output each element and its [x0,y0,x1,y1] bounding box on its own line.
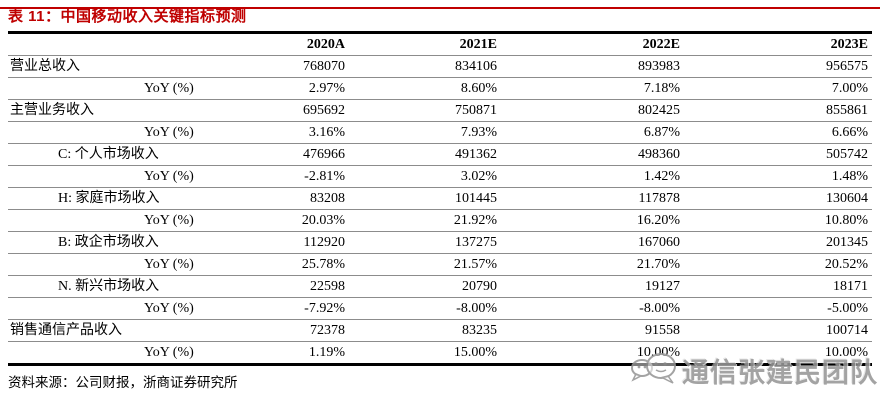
metric-row: 销售通信产品收入 72378 83235 91558 100714 [8,320,872,342]
cell-value: 6.87% [643,125,680,140]
cell-value: -8.00% [639,301,680,316]
cell-value: 101445 [455,191,497,206]
metric-row: H: 家庭市场收入 83208 101445 117878 130604 [8,188,872,210]
cell-value: 137275 [455,235,497,250]
cell-value: 130604 [826,191,868,206]
cell-value: 19127 [645,279,680,294]
row-label: YoY (%) [144,125,194,140]
row-label: 销售通信产品收入 [10,323,122,338]
cell-value: -7.92% [304,301,345,316]
cell-value: 1.48% [831,169,868,184]
metric-row: 主营业务收入 695692 750871 802425 855861 [8,100,872,122]
row-label: B: 政企市场收入 [58,235,159,250]
cell-value: 10.00% [636,345,680,360]
cell-value: 476966 [303,147,345,162]
cell-value: 893983 [638,59,680,74]
table-header: 2020A 2021E 2022E 2023E [8,32,872,56]
row-label: N. 新兴市场收入 [58,279,160,294]
cell-value: 91558 [645,323,680,338]
cell-value: 2.97% [308,81,345,96]
cell-value: 802425 [638,103,680,118]
cell-value: 768070 [303,59,345,74]
table-title: 表 11：中国移动收入关键指标预测 [8,8,247,25]
row-label: H: 家庭市场收入 [58,191,160,206]
metric-row: 营业总收入 768070 834106 893983 956575 [8,56,872,78]
row-label: YoY (%) [144,81,194,96]
cell-value: 18171 [833,279,868,294]
cell-value: 3.02% [460,169,497,184]
yoy-row: YoY (%) 25.78% 21.57% 21.70% 20.52% [8,254,872,276]
cell-value: 956575 [826,59,868,74]
cell-value: 20.52% [824,257,868,272]
cell-value: 855861 [826,103,868,118]
cell-value: 22598 [310,279,345,294]
cell-value: -8.00% [456,301,497,316]
yoy-row: YoY (%) 1.19% 15.00% 10.00% 10.00% [8,342,872,365]
cell-value: 695692 [303,103,345,118]
cell-value: 3.16% [308,125,345,140]
row-label: YoY (%) [144,301,194,316]
cell-value: 7.93% [460,125,497,140]
cell-value: 10.80% [824,213,868,228]
cell-value: 21.57% [453,257,497,272]
yoy-row: YoY (%) -2.81% 3.02% 1.42% 1.48% [8,166,872,188]
forecast-table: 2020A 2021E 2022E 2023E 营业总收入 768070 834106 89… [8,31,872,366]
row-label: YoY (%) [144,345,194,360]
row-label: YoY (%) [144,213,194,228]
header-cell-year: 2020A [258,32,349,56]
cell-value: 6.66% [831,125,868,140]
cell-value: 100714 [826,323,868,338]
metric-row: B: 政企市场收入 112920 137275 167060 201345 [8,232,872,254]
cell-value: 15.00% [453,345,497,360]
row-label: C: 个人市场收入 [58,147,159,162]
cell-value: 72378 [310,323,345,338]
yoy-row: YoY (%) -7.92% -8.00% -8.00% -5.00% [8,298,872,320]
cell-value: 25.78% [301,257,345,272]
forecast-table-container: 2020A 2021E 2022E 2023E 营业总收入 768070 834106 89… [8,31,872,366]
top-accent-rule [0,7,880,9]
header-cell-year: 2021E [349,32,501,56]
cell-value: 16.20% [636,213,680,228]
cell-value: 20.03% [301,213,345,228]
cell-value: 750871 [455,103,497,118]
cell-value: 10.00% [824,345,868,360]
cell-value: 505742 [826,147,868,162]
row-label: 主营业务收入 [10,103,94,118]
cell-value: 491362 [455,147,497,162]
cell-value: 1.42% [643,169,680,184]
cell-value: 201345 [826,235,868,250]
cell-value: 83208 [310,191,345,206]
cell-value: 1.19% [308,345,345,360]
header-row: 2020A 2021E 2022E 2023E [8,32,872,56]
table-body: 营业总收入 768070 834106 893983 956575 YoY (%) 2.97… [8,56,872,365]
cell-value: 117878 [638,191,680,206]
cell-value: 7.18% [643,81,680,96]
cell-value: 21.70% [636,257,680,272]
cell-value: 167060 [638,235,680,250]
metric-row: C: 个人市场收入 476966 491362 498360 505742 [8,144,872,166]
cell-value: 8.60% [460,81,497,96]
cell-value: 20790 [462,279,497,294]
cell-value: 498360 [638,147,680,162]
header-cell-empty [8,32,258,56]
cell-value: -2.81% [304,169,345,184]
cell-value: 7.00% [831,81,868,96]
cell-value: 83235 [462,323,497,338]
source-note: 资料来源：公司财报，浙商证券研究所 [8,375,238,390]
metric-row: N. 新兴市场收入 22598 20790 19127 18171 [8,276,872,298]
yoy-row: YoY (%) 2.97% 8.60% 7.18% 7.00% [8,78,872,100]
header-cell-year: 2022E [501,32,684,56]
cell-value: 112920 [303,235,345,250]
yoy-row: YoY (%) 20.03% 21.92% 16.20% 10.80% [8,210,872,232]
cell-value: 834106 [455,59,497,74]
header-cell-year: 2023E [684,32,872,56]
row-label: YoY (%) [144,169,194,184]
row-label: 营业总收入 [10,59,80,74]
cell-value: -5.00% [827,301,868,316]
cell-value: 21.92% [453,213,497,228]
report-page: { "page": { "title": "表 11：中国移动收入关键指标预测"… [0,7,880,418]
row-label: YoY (%) [144,257,194,272]
yoy-row: YoY (%) 3.16% 7.93% 6.87% 6.66% [8,122,872,144]
